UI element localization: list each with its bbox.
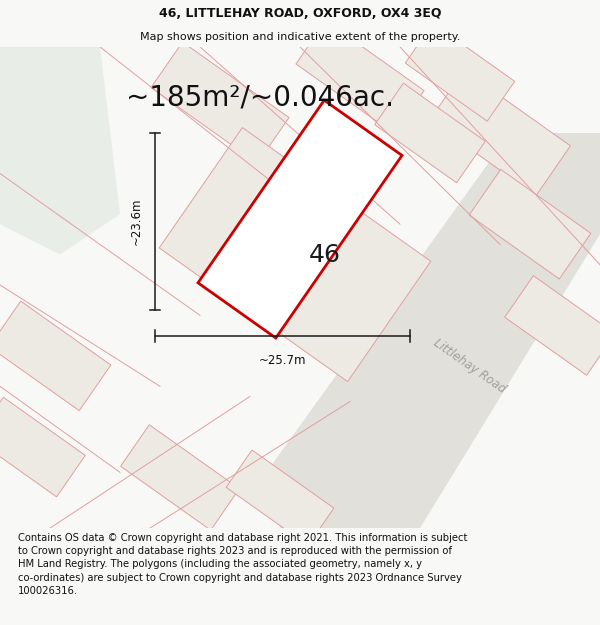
Text: Contains OS data © Crown copyright and database right 2021. This information is : Contains OS data © Crown copyright and d… (18, 533, 467, 596)
Polygon shape (430, 71, 571, 196)
Text: Map shows position and indicative extent of the property.: Map shows position and indicative extent… (140, 31, 460, 41)
Text: ~23.6m: ~23.6m (130, 198, 143, 246)
Text: ~185m²/~0.046ac.: ~185m²/~0.046ac. (126, 84, 394, 111)
Text: ~25.7m: ~25.7m (259, 354, 306, 367)
Polygon shape (0, 301, 111, 411)
Polygon shape (198, 100, 402, 338)
Polygon shape (226, 450, 334, 546)
Polygon shape (159, 127, 431, 382)
Text: Littlehay Road: Littlehay Road (431, 336, 509, 396)
Polygon shape (0, 47, 120, 254)
Polygon shape (296, 21, 424, 134)
Polygon shape (505, 276, 600, 375)
Text: 46: 46 (309, 242, 341, 267)
Polygon shape (121, 425, 239, 530)
Polygon shape (405, 23, 515, 121)
Polygon shape (375, 83, 485, 182)
Polygon shape (151, 42, 289, 163)
Polygon shape (469, 169, 591, 279)
Polygon shape (270, 133, 600, 528)
Text: 46, LITTLEHAY ROAD, OXFORD, OX4 3EQ: 46, LITTLEHAY ROAD, OXFORD, OX4 3EQ (159, 7, 441, 19)
Polygon shape (0, 398, 85, 497)
